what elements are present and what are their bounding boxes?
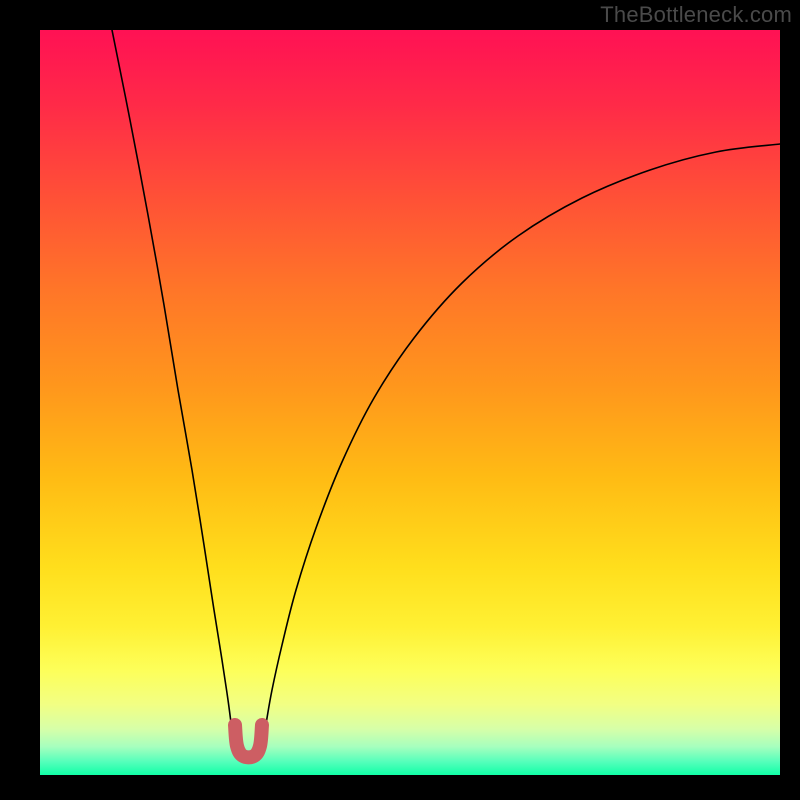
optimal-range-marker (40, 30, 780, 775)
optimal-range-path (235, 725, 262, 757)
plot-area (40, 30, 780, 775)
chart-root: TheBottleneck.com (0, 0, 800, 800)
watermark-label: TheBottleneck.com (600, 2, 792, 28)
